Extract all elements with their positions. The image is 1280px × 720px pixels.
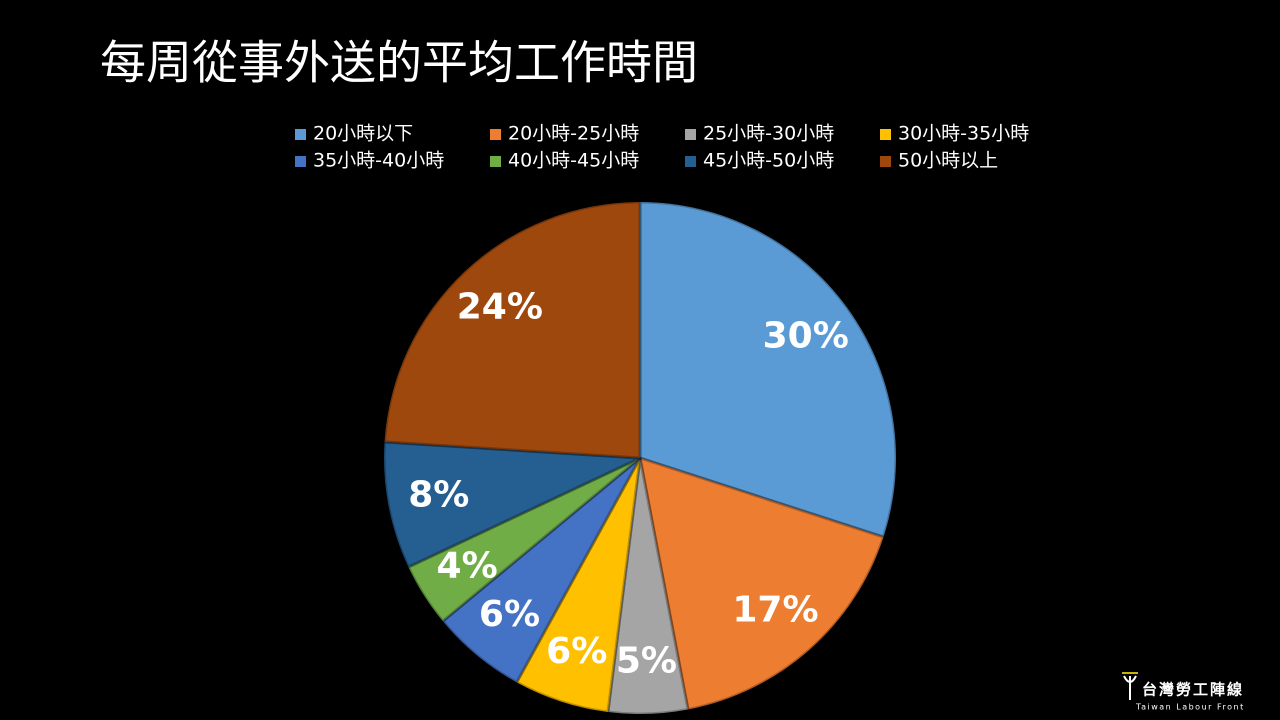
logo-subtitle: Taiwan Labour Front [1135, 703, 1245, 712]
data-label: 30% [763, 316, 849, 357]
legend-swatch [490, 156, 501, 167]
pie-slice [406, 456, 641, 624]
logo: 台灣勞工陣線 Taiwan Labour Front [1122, 672, 1245, 712]
legend-swatch [880, 156, 891, 167]
legend-label: 20小時-25小時 [508, 123, 639, 145]
legend-swatch [295, 129, 306, 140]
legend-swatch [685, 156, 696, 167]
legend-label: 45小時-50小時 [703, 150, 834, 172]
data-label: 4% [437, 546, 498, 587]
legend-label: 40小時-45小時 [508, 150, 639, 172]
data-label: 24% [457, 287, 543, 328]
logo-name: 台灣勞工陣線 [1142, 681, 1244, 699]
legend-swatch [880, 129, 891, 140]
legend-swatch [490, 129, 501, 140]
legend-label: 30小時-35小時 [898, 123, 1029, 145]
chart-title: 每周從事外送的平均工作時間 [100, 36, 698, 90]
pie-slice [638, 455, 886, 712]
legend-swatch [295, 156, 306, 167]
data-label: 8% [408, 474, 469, 515]
legend-swatch [685, 129, 696, 140]
logo-icon [1123, 675, 1137, 700]
pie-slice [382, 440, 641, 569]
pie-slice [638, 200, 898, 539]
legend-label: 25小時-30小時 [703, 123, 834, 145]
pie-slice [606, 457, 690, 716]
data-label: 6% [546, 631, 607, 672]
legend-label: 50小時以上 [898, 150, 998, 172]
legend-label: 35小時-40小時 [313, 150, 444, 172]
pie-slice [514, 457, 642, 714]
pie-slice [382, 200, 642, 460]
data-label: 5% [616, 641, 677, 682]
data-label: 6% [479, 594, 540, 635]
legend-label: 20小時以下 [313, 123, 413, 145]
data-label: 17% [732, 590, 818, 631]
pie-slice [440, 456, 642, 685]
